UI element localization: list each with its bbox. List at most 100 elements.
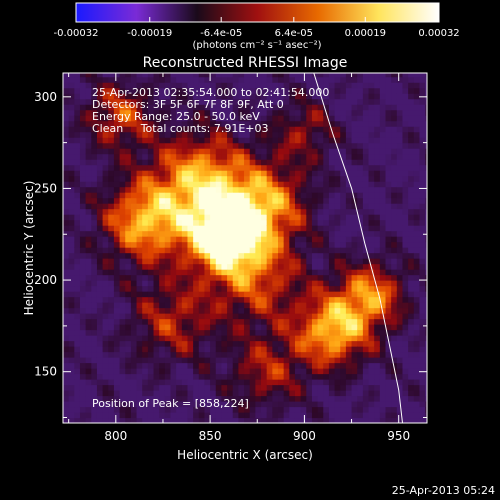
heatmap-cell	[119, 73, 126, 78]
heatmap-cell	[153, 225, 160, 232]
heatmap-cell	[391, 390, 398, 397]
heatmap-cell	[261, 412, 268, 419]
heatmap-cell	[289, 384, 296, 391]
heatmap-cell	[255, 137, 262, 144]
heatmap-cell	[317, 104, 324, 111]
heatmap-cell	[187, 384, 194, 391]
heatmap-cell	[408, 351, 415, 358]
heatmap-cell	[419, 346, 426, 353]
heatmap-cell	[125, 406, 132, 413]
heatmap-cell	[136, 148, 143, 155]
heatmap-cell	[362, 159, 370, 166]
heatmap-cell	[266, 164, 273, 171]
heatmap-cell	[357, 329, 364, 336]
heatmap-cell	[334, 401, 341, 408]
heatmap-cell	[108, 357, 115, 364]
heatmap-cell	[311, 76, 319, 83]
heatmap-cell	[379, 153, 387, 160]
heatmap-cell	[210, 395, 217, 402]
heatmap-cell	[142, 170, 149, 177]
heatmap-cell	[159, 346, 166, 353]
heatmap-cell	[204, 236, 211, 243]
heatmap-cell	[125, 401, 132, 408]
heatmap-cell	[79, 296, 87, 303]
heatmap-cell	[164, 362, 172, 369]
heatmap-cell	[408, 406, 415, 413]
heatmap-cell	[153, 280, 160, 287]
heatmap-cell	[328, 142, 336, 149]
heatmap-cell	[317, 203, 324, 210]
heatmap-cell	[136, 241, 143, 248]
heatmap-cell	[74, 76, 81, 83]
heatmap-cell	[391, 104, 398, 111]
heatmap-cell	[215, 258, 223, 265]
heatmap-cell	[63, 73, 70, 78]
heatmap-cell	[261, 318, 268, 325]
heatmap-cell	[215, 384, 223, 391]
heatmap-cell	[317, 324, 324, 331]
heatmap-cell	[63, 115, 70, 122]
heatmap-cell	[96, 126, 104, 133]
heatmap-cell	[306, 247, 313, 254]
heatmap-cell	[187, 401, 194, 408]
heatmap-cell	[210, 313, 217, 320]
heatmap-cell	[249, 225, 256, 232]
heatmap-cell	[227, 76, 234, 83]
heatmap-cell	[328, 373, 336, 380]
heatmap-cell	[283, 225, 290, 232]
heatmap-cell	[323, 203, 330, 210]
heatmap-cell	[232, 175, 239, 182]
heatmap-cell	[91, 395, 98, 402]
heatmap-cell	[391, 225, 398, 232]
heatmap-cell	[323, 340, 330, 347]
heatmap-cell	[294, 395, 302, 402]
heatmap-cell	[102, 263, 109, 270]
heatmap-cell	[119, 153, 126, 160]
heatmap-cell	[193, 98, 200, 105]
heatmap-cell	[96, 236, 104, 243]
heatmap-cell	[108, 335, 115, 342]
heatmap-cell	[340, 82, 347, 89]
heatmap-cell	[130, 225, 138, 232]
heatmap-cell	[113, 197, 121, 204]
heatmap-cell	[368, 186, 375, 193]
heatmap-cell	[74, 148, 81, 155]
heatmap-cell	[255, 120, 262, 127]
heatmap-cell	[125, 104, 132, 111]
heatmap-cell	[63, 159, 70, 166]
heatmap-cell	[142, 104, 149, 111]
heatmap-cell	[136, 307, 143, 314]
heatmap-cell	[283, 263, 290, 270]
colorbar-tick-label: -0.00019	[127, 28, 172, 39]
heatmap-cell	[311, 318, 319, 325]
heatmap-cell	[91, 137, 98, 144]
heatmap-cell	[396, 384, 404, 391]
heatmap-cell	[289, 263, 296, 270]
heatmap-cell	[221, 302, 228, 309]
heatmap-cell	[408, 241, 415, 248]
heatmap-cell	[221, 87, 228, 94]
heatmap-cell	[328, 307, 336, 314]
heatmap-cell	[340, 307, 347, 314]
heatmap-cell	[323, 219, 330, 226]
heatmap-cell	[119, 197, 126, 204]
heatmap-cell	[193, 203, 200, 210]
heatmap-cell	[385, 406, 392, 413]
heatmap-cell	[323, 406, 330, 413]
heatmap-cell	[181, 373, 189, 380]
heatmap-cell	[283, 252, 290, 259]
heatmap-cell	[362, 214, 370, 221]
heatmap-cell	[328, 241, 336, 248]
heatmap-cell	[328, 258, 336, 265]
heatmap-cell	[249, 318, 256, 325]
heatmap-cell	[136, 236, 143, 243]
heatmap-cell	[91, 175, 98, 182]
heatmap-cell	[413, 384, 421, 391]
heatmap-cell	[102, 82, 109, 89]
heatmap-cell	[255, 181, 262, 188]
heatmap-cell	[96, 285, 104, 292]
heatmap-cell	[266, 285, 273, 292]
heatmap-cell	[79, 280, 87, 287]
heatmap-cell	[176, 406, 183, 413]
heatmap-cell	[362, 263, 370, 270]
